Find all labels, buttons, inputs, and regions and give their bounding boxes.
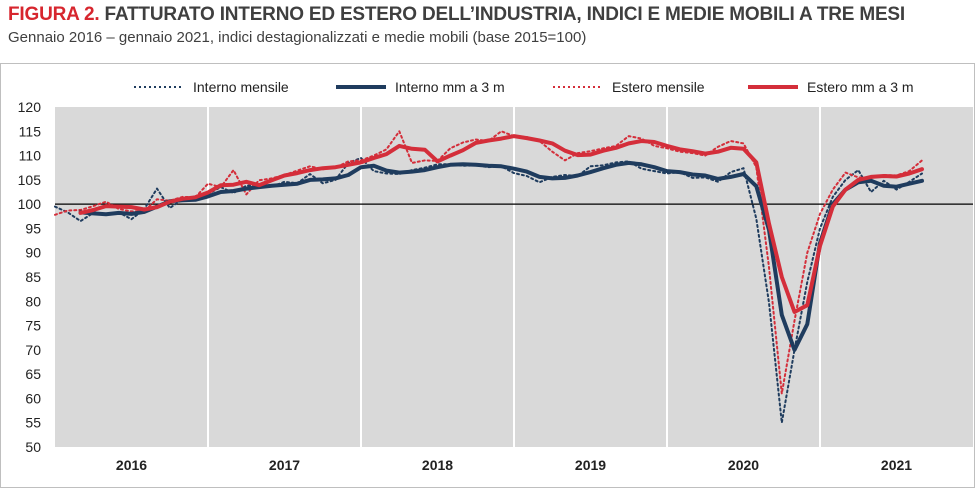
- x-tick-label: 2019: [575, 457, 606, 473]
- figure-label: FIGURA 2.: [8, 4, 100, 25]
- y-tick-label: 100: [18, 196, 42, 212]
- y-tick-label: 55: [25, 415, 41, 431]
- legend-label-estero-mm: Estero mm a 3 m: [807, 79, 914, 95]
- y-tick-label: 70: [25, 342, 41, 358]
- legend-label-interno-mm: Interno mm a 3 m: [395, 79, 505, 95]
- legend-label-estero-mensile: Estero mensile: [612, 79, 705, 95]
- x-tick-label: 2020: [728, 457, 759, 473]
- y-tick-label: 75: [25, 318, 41, 334]
- x-tick-label: 2017: [269, 457, 300, 473]
- y-tick-label: 80: [25, 293, 41, 309]
- chart-title: FIGURA 2. FATTURATO INTERNO ED ESTERO DE…: [8, 4, 905, 26]
- legend: Interno mensile Interno mm a 3 m Estero …: [134, 79, 914, 95]
- y-tick-label: 50: [25, 439, 41, 455]
- y-tick-label: 60: [25, 390, 41, 406]
- series-estero-mm: [78, 134, 924, 314]
- y-tick-label: 95: [25, 220, 41, 236]
- legend-label-interno-mensile: Interno mensile: [193, 79, 289, 95]
- y-tick-label: 90: [25, 245, 41, 261]
- y-tick-label: 85: [25, 269, 41, 285]
- y-tick-label: 110: [19, 148, 42, 164]
- x-tick-label: 2016: [116, 457, 147, 473]
- figure-title: FATTURATO INTERNO ED ESTERO DELL’INDUSTR…: [104, 4, 906, 25]
- y-tick-label: 105: [18, 172, 42, 188]
- series-layer: [54, 130, 924, 424]
- y-axis-ticks: 50 55 60 65 70 75 80 85 90 95 100 105 110 115 120: [18, 99, 42, 455]
- series-interno-mm: [78, 160, 924, 352]
- y-tick-label: 65: [25, 366, 41, 382]
- chart-subtitle: Gennaio 2016 – gennaio 2021, indici dest…: [8, 29, 587, 46]
- x-axis-year-labels: 2016 2017 2018 2019 2020 2021: [116, 457, 912, 473]
- x-tick-label: 2018: [422, 457, 453, 473]
- y-tick-label: 115: [19, 123, 42, 139]
- y-tick-label: 120: [18, 99, 42, 115]
- x-tick-label: 2021: [881, 457, 912, 473]
